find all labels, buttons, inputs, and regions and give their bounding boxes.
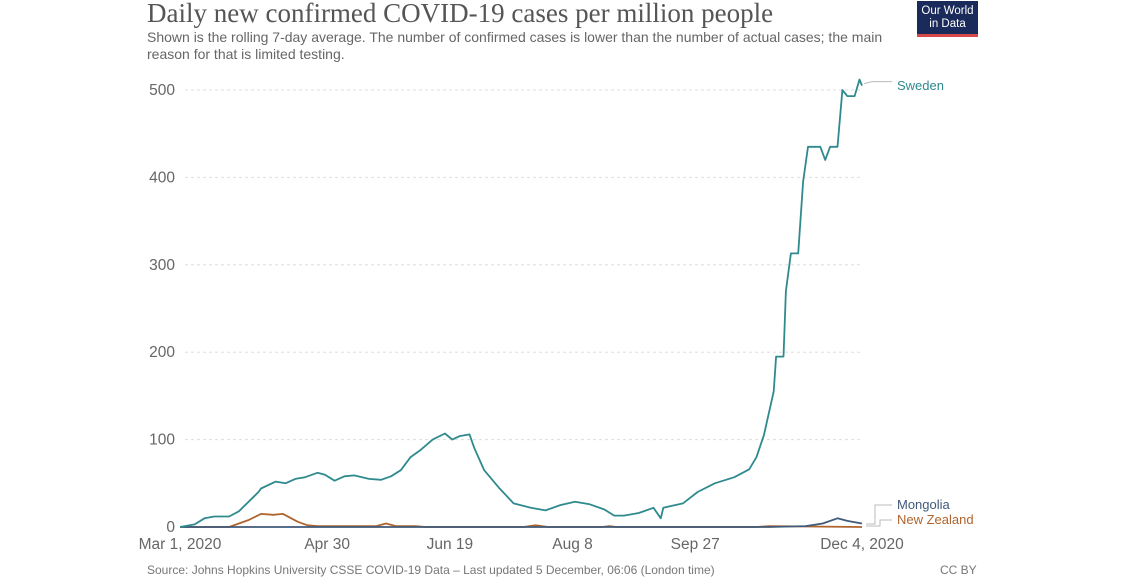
- x-tick-label: Aug 8: [552, 536, 593, 553]
- source-note: Source: Johns Hopkins University CSSE CO…: [147, 563, 715, 577]
- y-axis-ticks: 0 100 200 300 400 500: [149, 82, 175, 536]
- y-tick-label: 200: [149, 344, 175, 361]
- chart-title: Daily new confirmed COVID-19 cases per m…: [147, 0, 774, 28]
- series-line-sweden[interactable]: [179, 78, 863, 528]
- logo-text: Our World in Data: [921, 5, 974, 30]
- x-tick-label: Mar 1, 2020: [139, 536, 222, 553]
- x-axis-ticks: Mar 1, 2020 Apr 30 Jun 19 Aug 8 Sep 27 Dec 4,…: [139, 536, 905, 553]
- x-tick-label: Apr 30: [304, 536, 350, 553]
- y-tick-label: 500: [149, 82, 175, 99]
- legend-connector: [866, 519, 892, 527]
- y-tick-label: 100: [149, 432, 175, 449]
- y-tick-label: 0: [166, 519, 175, 536]
- y-tick-label: 300: [149, 257, 175, 274]
- x-tick-label: Dec 4, 2020: [820, 536, 904, 553]
- series-lines: [179, 78, 863, 528]
- x-tick-label: Sep 27: [671, 536, 720, 553]
- gridlines: [185, 89, 862, 441]
- series-line-mongolia[interactable]: [180, 517, 863, 528]
- series-line-new-zealand[interactable]: [180, 513, 863, 528]
- legend-label-sweden[interactable]: Sweden: [897, 78, 944, 93]
- license-link[interactable]: CC BY: [940, 563, 977, 577]
- legend-connector: [863, 81, 892, 85]
- owid-logo[interactable]: Our World in Data: [917, 1, 978, 37]
- chart-subtitle: Shown is the rolling 7-day average. The …: [147, 29, 883, 62]
- legend-label-new-zealand[interactable]: New Zealand: [897, 512, 974, 527]
- y-tick-label: 400: [149, 169, 175, 186]
- legend-connector: [866, 504, 892, 525]
- legend-label-mongolia[interactable]: Mongolia: [897, 497, 951, 512]
- x-tick-label: Jun 19: [427, 536, 474, 553]
